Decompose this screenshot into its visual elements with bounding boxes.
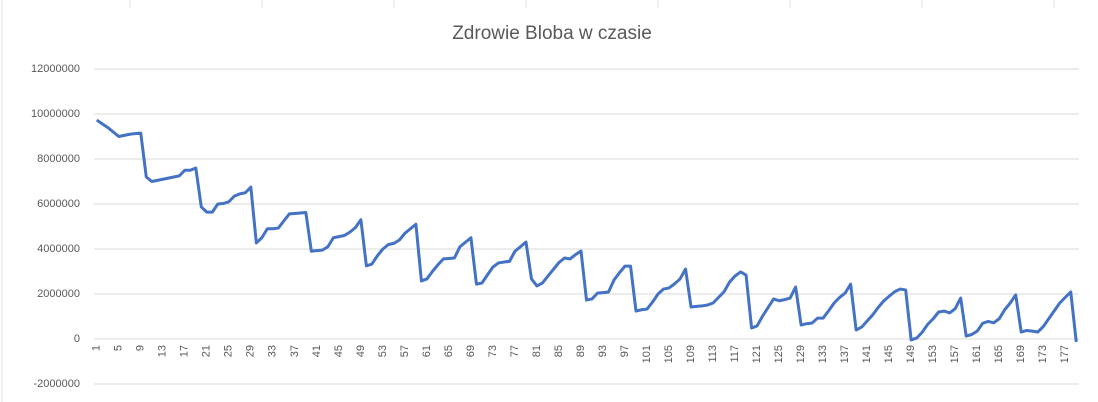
x-tick-label: 177: [1059, 345, 1071, 363]
x-tick-label: 9: [135, 345, 147, 351]
x-tick-label: 169: [1015, 345, 1027, 363]
y-tick-label: 4000000: [37, 243, 80, 255]
x-tick-label: 165: [993, 345, 1005, 363]
x-tick-label: 29: [245, 345, 257, 357]
x-tick-label: 81: [531, 345, 543, 357]
x-tick-label: 93: [597, 345, 609, 357]
x-tick-label: 61: [421, 345, 433, 357]
y-tick-label: 6000000: [37, 198, 80, 210]
x-tick-label: 25: [223, 345, 235, 357]
x-tick-label: 73: [487, 345, 499, 357]
y-tick-label: 8000000: [37, 153, 80, 165]
x-tick-label: 77: [509, 345, 521, 357]
x-tick-label: 121: [751, 345, 763, 363]
x-tick-label: 45: [333, 345, 345, 357]
x-tick-label: 1: [91, 345, 103, 351]
x-tick-label: 97: [619, 345, 631, 357]
x-tick-label: 149: [905, 345, 917, 363]
x-tick-label: 157: [949, 345, 961, 363]
x-tick-label: 153: [927, 345, 939, 363]
x-tick-label: 173: [1037, 345, 1049, 363]
x-tick-label: 33: [267, 345, 279, 357]
x-tick-label: 53: [377, 345, 389, 357]
x-tick-label: 49: [355, 345, 367, 357]
y-tick-label: -2000000: [34, 378, 81, 390]
x-tick-label: 69: [465, 345, 477, 357]
x-tick-label: 117: [729, 345, 741, 363]
x-tick-label: 13: [157, 345, 169, 357]
y-tick-label: 10000000: [31, 108, 80, 120]
y-tick-label: 2000000: [37, 288, 80, 300]
x-tick-label: 161: [971, 345, 983, 363]
y-tick-label: 0: [74, 333, 80, 345]
x-tick-label: 37: [289, 345, 301, 357]
x-tick-label: 137: [839, 345, 851, 363]
x-tick-label: 105: [663, 345, 675, 363]
x-tick-label: 85: [553, 345, 565, 357]
x-tick-label: 5: [113, 345, 125, 351]
chart-title: Zdrowie Bloba w czasie: [452, 23, 652, 44]
x-tick-label: 65: [443, 345, 455, 357]
x-tick-label: 133: [817, 345, 829, 363]
x-tick-label: 109: [685, 345, 697, 363]
x-tick-label: 89: [575, 345, 587, 357]
x-tick-label: 145: [883, 345, 895, 363]
data-line: [95, 118, 1078, 343]
x-tick-label: 113: [707, 345, 719, 363]
sheet-cells: [1, 0, 1055, 402]
x-tick-label: 141: [861, 345, 873, 363]
x-tick-label: 17: [179, 345, 191, 357]
x-tick-label: 21: [201, 345, 213, 357]
y-tick-label: 12000000: [31, 63, 80, 75]
x-tick-label: 125: [773, 345, 785, 363]
x-tick-label: 129: [795, 345, 807, 363]
x-tick-label: 57: [399, 345, 411, 357]
x-tick-label: 101: [641, 345, 653, 363]
x-tick-label: 41: [311, 345, 323, 357]
